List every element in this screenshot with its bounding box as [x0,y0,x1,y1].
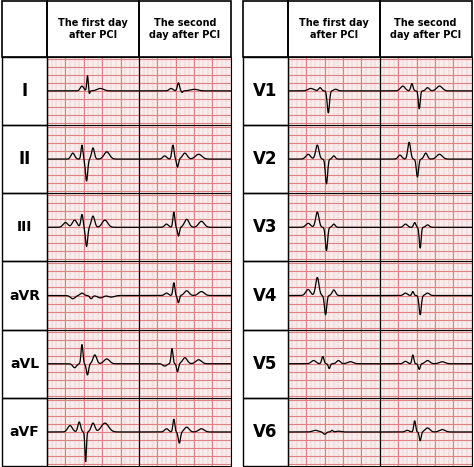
Text: V3: V3 [253,218,278,236]
Text: III: III [17,220,32,234]
Text: V5: V5 [254,355,278,373]
Text: The first day
after PCI: The first day after PCI [299,18,369,40]
Text: V4: V4 [253,287,278,304]
Text: The second
day after PCI: The second day after PCI [149,18,220,40]
Text: The second
day after PCI: The second day after PCI [390,18,461,40]
Text: aVF: aVF [10,425,40,439]
Text: I: I [22,82,28,100]
Text: The first day
after PCI: The first day after PCI [58,18,128,40]
Text: V6: V6 [254,423,278,441]
Text: V1: V1 [254,82,278,100]
Text: aVL: aVL [10,357,39,371]
Text: V2: V2 [253,150,278,168]
Text: aVR: aVR [9,289,40,303]
Text: II: II [18,150,31,168]
